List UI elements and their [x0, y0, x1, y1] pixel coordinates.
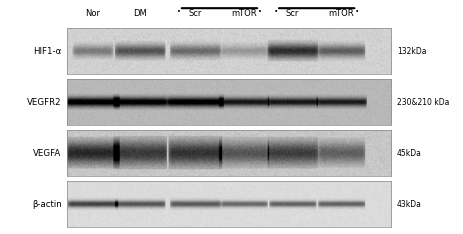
- Text: VEGFA: VEGFA: [33, 149, 62, 157]
- Text: HIF1-α: HIF1-α: [33, 47, 62, 55]
- Text: GFP: GFP: [211, 0, 228, 1]
- Text: VEGFR2: VEGFR2: [27, 98, 62, 106]
- Text: 45kDa: 45kDa: [397, 149, 422, 157]
- Text: SD: SD: [310, 0, 323, 1]
- Text: DM: DM: [133, 9, 147, 18]
- Text: 132kDa: 132kDa: [397, 47, 426, 55]
- Text: mTOR: mTOR: [231, 9, 257, 18]
- Text: 230&210 kDa: 230&210 kDa: [397, 98, 449, 106]
- Text: Scr: Scr: [188, 9, 202, 18]
- Text: β-actin: β-actin: [32, 200, 62, 208]
- Text: Nor: Nor: [86, 9, 100, 18]
- Text: Scr: Scr: [286, 9, 299, 18]
- Text: mTOR: mTOR: [328, 9, 354, 18]
- Text: 43kDa: 43kDa: [397, 200, 422, 208]
